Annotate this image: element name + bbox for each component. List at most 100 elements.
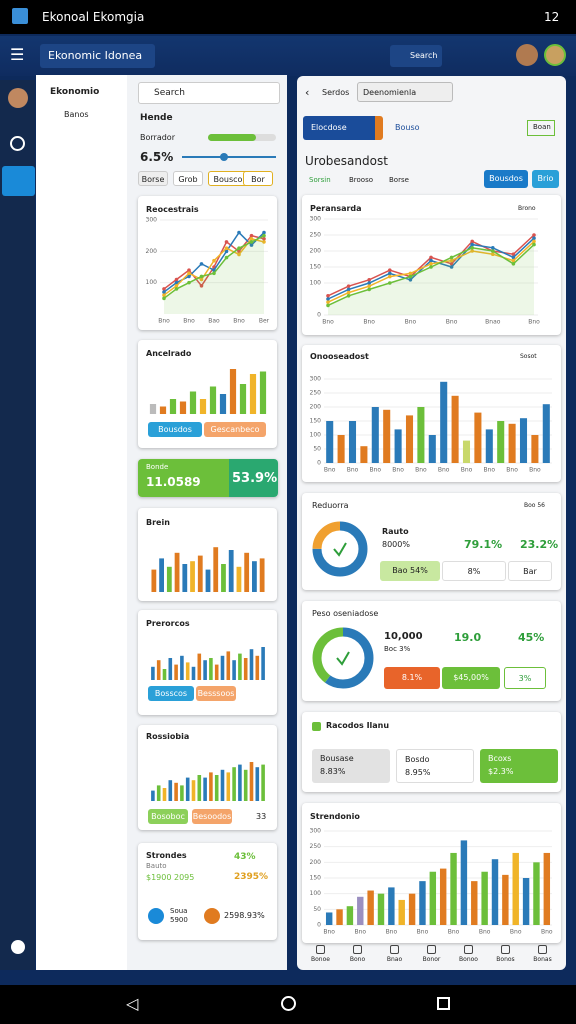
button[interactable]: Brio (532, 170, 559, 188)
bar (156, 660, 161, 680)
button[interactable]: Bar (508, 561, 552, 581)
bar (185, 662, 190, 680)
bar-card: Brein (138, 508, 277, 601)
nav-label: Bonas (533, 956, 552, 963)
bar (236, 566, 242, 592)
back-icon[interactable]: ‹ (305, 86, 310, 99)
card-title: Strondes (146, 851, 187, 860)
box[interactable] (527, 120, 555, 136)
button[interactable]: Bao 54% (380, 561, 440, 581)
button[interactable]: Besoodos (192, 809, 232, 824)
filter-panel: Search Hende Borrador 6.5% Borse Grob Bous… (138, 82, 280, 192)
button[interactable]: Besssoos (196, 686, 236, 701)
bar (174, 664, 178, 680)
point (532, 233, 536, 237)
nav-icon[interactable] (10, 136, 25, 151)
primary-button[interactable] (303, 116, 383, 140)
box-label: Bcoxs (488, 754, 512, 763)
bar (508, 423, 516, 463)
bar (213, 547, 219, 592)
point (249, 237, 254, 241)
button[interactable]: Gescanbeco (204, 422, 266, 437)
nav-icon (464, 945, 473, 954)
bar (419, 881, 426, 925)
stat-box[interactable]: Bousase 8.83% (312, 749, 390, 783)
point (491, 246, 495, 250)
x-tick-label: Bnao (485, 319, 501, 326)
sidebar-header: Ekonomio (50, 87, 100, 97)
back-button[interactable]: ◁ (126, 994, 139, 1013)
menu-icon[interactable]: ☰ (10, 45, 25, 64)
bar (220, 769, 225, 801)
recents-button[interactable] (437, 997, 450, 1010)
button[interactable]: Bosoboc (148, 809, 188, 824)
icon (204, 908, 220, 924)
button[interactable]: Bousdos (148, 422, 202, 437)
tab[interactable]: Brooso (349, 176, 374, 184)
button[interactable]: $45,00% (442, 667, 500, 689)
info-icon[interactable] (11, 940, 25, 954)
home-button[interactable] (281, 996, 296, 1011)
sidebar-item[interactable]: Banos (64, 109, 89, 119)
y-tick-label: 0 (317, 460, 321, 467)
point (249, 243, 254, 247)
line-chart: 100 200 300 Bno Bno Bao Bno Ber (146, 217, 270, 325)
stat-value: 2395% (234, 872, 269, 882)
nav-item[interactable]: Bnao (378, 942, 412, 970)
avatar[interactable] (544, 44, 566, 66)
nav-icon (538, 945, 547, 954)
point (408, 274, 413, 279)
tab[interactable]: Sorsin (309, 176, 331, 184)
x-tick-label: Bno (386, 929, 398, 936)
bar-card: Strendonio 0 50 100 150 200 250 300 Bno Bno Bno Bn… (302, 803, 561, 943)
nav-item[interactable]: Bono (341, 942, 375, 970)
point (367, 278, 371, 282)
tab[interactable]: Bouso (395, 123, 420, 132)
nav-item[interactable]: Bonor (415, 942, 449, 970)
avatar[interactable] (516, 44, 538, 66)
button[interactable]: Borse (138, 171, 168, 186)
bar (151, 569, 157, 592)
bar (371, 407, 379, 463)
legend: Brono (518, 205, 536, 212)
avatar[interactable] (8, 88, 28, 108)
button[interactable]: 8.1% (384, 667, 440, 689)
slider-knob[interactable] (219, 153, 228, 161)
y-tick-label: 150 (310, 875, 322, 882)
nav-item[interactable]: Bonoo (452, 942, 486, 970)
button[interactable]: 3% (504, 667, 546, 689)
bar-card: Prerorcos Bosscos Besssoos (138, 610, 277, 715)
button[interactable]: Bousdos (484, 170, 528, 188)
tab[interactable]: Borse (389, 176, 409, 184)
slider-track[interactable] (182, 153, 276, 161)
dropdown[interactable] (357, 82, 453, 102)
bar (197, 775, 202, 801)
x-tick-label: Bno (479, 929, 491, 936)
bar (221, 564, 226, 592)
y-tick-label: 50 (313, 446, 321, 453)
search-box[interactable] (390, 45, 442, 67)
button[interactable]: Grob (173, 171, 203, 186)
x-tick-label: Bno (541, 929, 553, 936)
title-box[interactable] (40, 44, 155, 68)
point (187, 271, 191, 276)
bar (243, 769, 248, 801)
nav-label: Bonoo (459, 956, 478, 963)
donut-card: Peso oseniadose 10,000 Boc 3% 19.0 45% 8… (302, 601, 561, 701)
nav-item[interactable]: Bonos (489, 942, 523, 970)
stat-box[interactable]: Bcoxs $2.3% (480, 749, 558, 783)
bar (174, 552, 180, 592)
donut-card: Reduorra Boo 56 Rauto 8000% 79.1% 23.2% … (302, 493, 561, 590)
bar (388, 887, 395, 925)
button[interactable]: Bosscos (148, 686, 194, 701)
search-field[interactable] (138, 82, 280, 104)
button[interactable]: 8% (442, 561, 506, 581)
button[interactable]: Bor (243, 171, 273, 186)
nav-item[interactable]: Bonoe (304, 942, 338, 970)
stat-box[interactable]: Bosdo 8.95% (396, 749, 474, 783)
button[interactable]: Bousco (208, 171, 248, 186)
point (346, 294, 351, 298)
nav-item[interactable]: Bonas (526, 942, 560, 970)
bar (259, 558, 265, 592)
nav-icon-active[interactable] (2, 166, 35, 196)
